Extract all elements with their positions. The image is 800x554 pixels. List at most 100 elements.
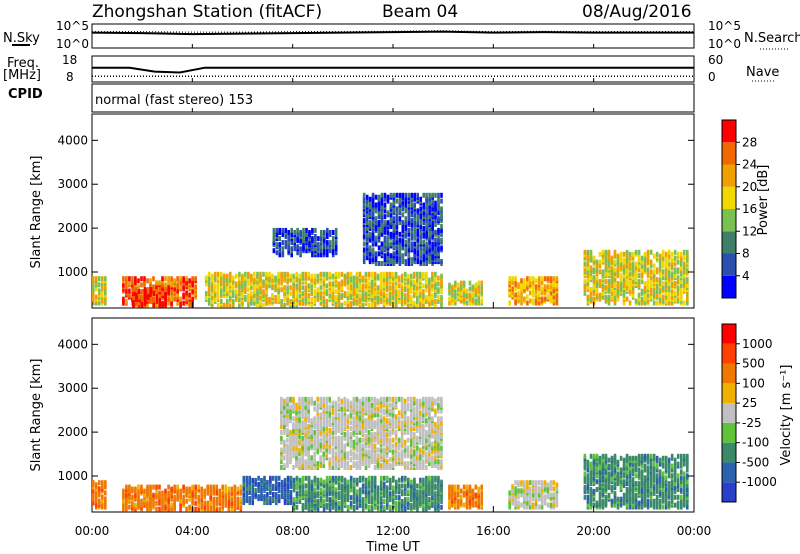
cell <box>508 300 511 306</box>
cell <box>281 250 285 256</box>
cell <box>271 277 274 283</box>
cell <box>437 298 440 304</box>
cell <box>361 429 365 435</box>
cell <box>425 196 428 202</box>
cell <box>422 298 425 304</box>
cell <box>302 244 305 250</box>
cell <box>161 490 164 496</box>
cell <box>586 273 590 279</box>
cell <box>131 486 134 492</box>
cell <box>416 302 419 308</box>
cell <box>352 439 356 445</box>
cell <box>367 475 371 481</box>
cell <box>268 283 271 289</box>
cell <box>422 283 425 289</box>
cell <box>337 435 341 441</box>
cell <box>340 441 344 447</box>
cell <box>161 302 164 308</box>
cell <box>404 247 408 253</box>
cell <box>226 287 229 293</box>
cell <box>386 489 389 495</box>
cell <box>379 429 383 435</box>
cell <box>125 284 128 290</box>
cell <box>361 459 365 465</box>
cell <box>179 488 182 494</box>
cell <box>543 284 547 290</box>
cell <box>209 506 212 512</box>
cell <box>305 248 308 254</box>
cell <box>256 283 259 289</box>
cell <box>289 494 293 500</box>
cell <box>604 263 608 269</box>
cell <box>388 402 392 408</box>
cell <box>392 475 395 481</box>
cell <box>313 481 317 487</box>
cell <box>416 237 419 243</box>
cell <box>307 271 310 277</box>
cell <box>595 271 599 277</box>
cell <box>400 428 404 433</box>
cell <box>260 486 263 491</box>
freq-ytick-right-bottom: 0 <box>708 70 716 84</box>
cell <box>683 300 686 306</box>
cell <box>367 489 371 495</box>
cell <box>404 251 408 257</box>
cell <box>376 447 380 453</box>
cell <box>468 300 472 306</box>
cell <box>398 216 402 222</box>
cell <box>358 398 362 404</box>
cell <box>239 490 243 496</box>
cell <box>311 236 314 242</box>
cell <box>376 453 380 459</box>
cell <box>275 492 278 497</box>
cell <box>361 475 365 481</box>
cell <box>355 410 359 416</box>
cell <box>259 275 262 281</box>
cell <box>298 283 301 289</box>
cell <box>349 285 353 291</box>
cell <box>382 400 386 406</box>
cell <box>319 396 322 402</box>
cell <box>355 461 359 467</box>
cell <box>406 406 410 412</box>
cell <box>352 451 356 457</box>
cell <box>428 206 431 212</box>
cell <box>325 406 328 412</box>
cell <box>526 300 529 306</box>
cell <box>670 261 674 267</box>
cell <box>358 495 362 501</box>
cell <box>364 489 368 495</box>
cell <box>226 298 229 304</box>
cell <box>337 428 341 433</box>
cell <box>286 463 289 469</box>
cell <box>271 283 274 289</box>
cell <box>368 196 372 202</box>
colorbar-tick-label: 16 <box>742 202 757 216</box>
cell <box>305 232 308 237</box>
cell <box>355 271 359 277</box>
cell <box>98 498 101 504</box>
cell <box>280 479 284 485</box>
cell <box>520 296 523 302</box>
cell <box>149 494 152 500</box>
cell <box>643 251 647 257</box>
cell <box>322 479 326 485</box>
cell <box>280 435 283 441</box>
cell <box>155 286 158 292</box>
cell <box>361 287 365 293</box>
cell <box>322 414 325 420</box>
cell <box>613 267 617 273</box>
cell <box>227 506 231 512</box>
cell <box>331 447 335 453</box>
cell <box>471 298 475 304</box>
cell <box>233 496 237 502</box>
cell <box>125 276 128 282</box>
cell <box>407 243 411 249</box>
cell <box>437 237 440 243</box>
cell <box>310 396 313 402</box>
cell <box>188 486 191 492</box>
cell <box>322 499 326 504</box>
cell <box>286 285 289 291</box>
cell <box>295 504 299 510</box>
